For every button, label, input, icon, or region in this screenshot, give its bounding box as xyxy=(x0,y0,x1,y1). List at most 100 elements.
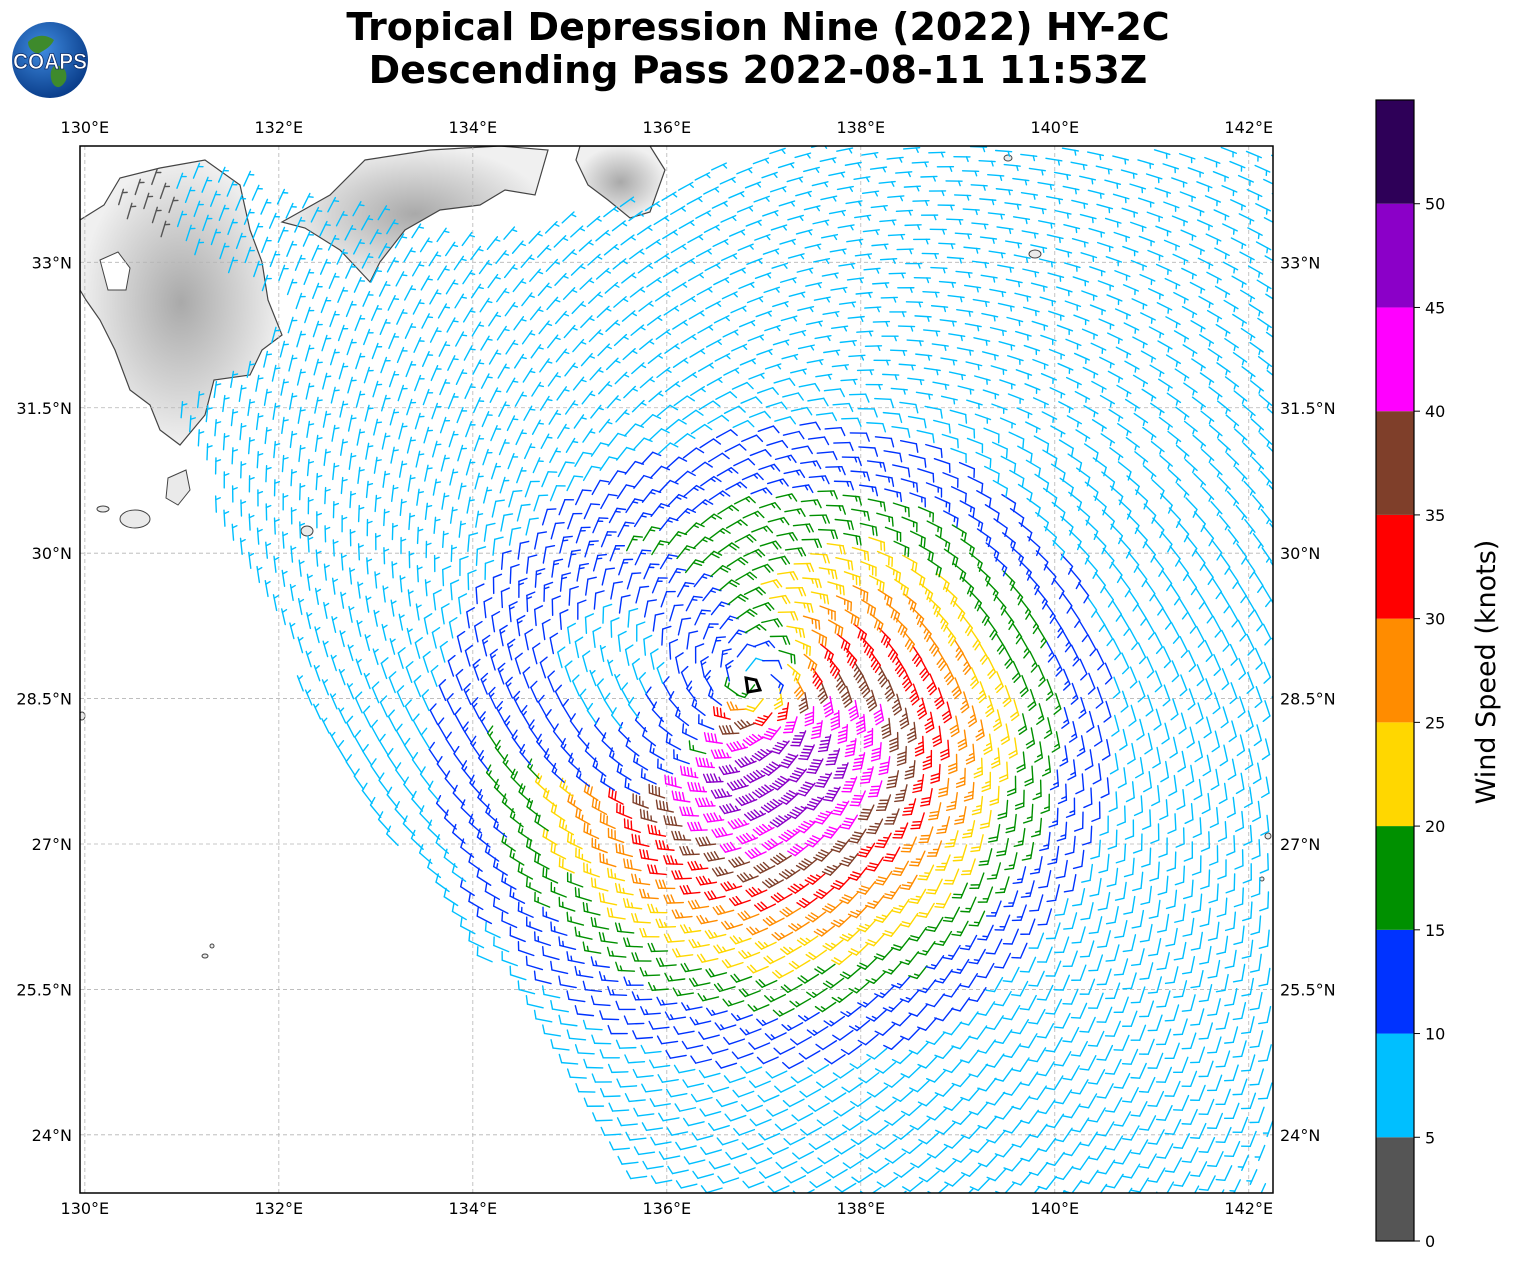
barb-half-feather xyxy=(391,600,397,605)
barb-staff xyxy=(256,565,261,584)
barb-staff xyxy=(398,422,404,440)
wind-barb xyxy=(467,569,477,591)
barb-feather xyxy=(534,773,540,783)
barb-feather xyxy=(471,697,479,705)
barb-staff xyxy=(687,1082,705,1088)
wind-barb xyxy=(314,434,323,453)
barb-staff xyxy=(314,396,319,414)
barb-half-feather xyxy=(367,256,374,259)
barb-feather xyxy=(525,955,528,966)
barb-feather xyxy=(533,1009,537,1020)
barb-staff xyxy=(637,1151,656,1156)
barb-feather xyxy=(672,948,678,958)
barb-staff xyxy=(458,597,462,615)
barb-staff xyxy=(356,428,361,446)
wind-barb xyxy=(623,976,644,986)
barb-half-feather xyxy=(529,764,534,771)
barb-staff xyxy=(431,631,437,649)
barb-staff xyxy=(337,746,347,762)
wind-barb xyxy=(600,772,616,791)
wind-barb xyxy=(210,228,221,246)
barb-half-feather xyxy=(504,760,509,766)
barb-staff xyxy=(554,690,564,707)
barb-staff xyxy=(252,222,260,239)
barb-feather xyxy=(650,1175,657,1184)
barb-staff xyxy=(379,701,388,718)
barb-half-feather xyxy=(564,785,568,792)
wind-barb xyxy=(226,180,238,197)
wind-barb xyxy=(599,1010,620,1021)
barb-half-feather xyxy=(299,447,306,450)
barb-feather xyxy=(665,1088,672,1098)
barb-staff xyxy=(712,1086,730,1093)
barb-feather xyxy=(655,957,661,967)
wind-barb xyxy=(462,721,473,744)
barb-half-feather xyxy=(426,240,433,243)
wind-barb xyxy=(505,676,514,699)
barb-feather xyxy=(641,1122,648,1132)
barb-staff xyxy=(484,930,501,939)
barb-half-feather xyxy=(240,425,247,428)
barb-staff xyxy=(585,1027,603,1031)
barb-staff xyxy=(394,808,407,822)
barb-staff xyxy=(525,885,542,894)
wind-barb xyxy=(347,644,354,662)
barb-half-feather xyxy=(358,544,364,549)
barb-feather xyxy=(444,770,451,780)
barb-feather xyxy=(497,662,506,670)
barb-staff xyxy=(511,736,523,751)
barb-staff xyxy=(568,1037,587,1041)
barb-feather xyxy=(546,508,557,511)
barb-feather xyxy=(562,698,570,707)
barb-staff xyxy=(348,605,353,623)
wind-barb xyxy=(263,388,273,406)
wind-barb xyxy=(799,1088,822,1098)
barb-staff xyxy=(399,498,403,517)
barb-feather xyxy=(716,1137,724,1146)
barb-feather xyxy=(590,877,594,888)
barb-staff xyxy=(679,1107,697,1112)
barb-staff xyxy=(223,509,226,527)
barb-feather xyxy=(639,927,644,938)
barb-staff xyxy=(720,1062,738,1069)
barb-staff xyxy=(668,1016,687,1021)
barb-feather xyxy=(594,917,597,928)
barb-half-feather xyxy=(595,960,598,967)
barb-staff xyxy=(619,1085,638,1088)
barb-feather xyxy=(834,1185,843,1193)
barb-feather xyxy=(633,535,644,538)
barb-staff xyxy=(617,930,635,934)
wind-barb xyxy=(373,609,380,627)
barb-staff xyxy=(611,1071,629,1074)
barb-staff xyxy=(560,745,573,759)
barb-half-feather xyxy=(479,794,484,801)
barb-staff xyxy=(510,776,524,790)
barb-feather xyxy=(594,878,597,889)
barb-staff xyxy=(645,1089,663,1093)
wind-barb xyxy=(632,1068,654,1078)
barb-staff xyxy=(476,836,491,848)
barb-staff xyxy=(339,630,345,648)
barb-staff xyxy=(841,1182,857,1193)
barb-half-feather xyxy=(443,495,450,498)
barb-feather xyxy=(450,579,460,585)
barb-staff xyxy=(601,1018,620,1021)
wind-barb xyxy=(256,565,263,584)
wind-barbs xyxy=(118,146,1273,1193)
barb-staff xyxy=(430,670,438,687)
barb-half-feather xyxy=(680,912,684,919)
barb-half-feather xyxy=(490,654,496,659)
barb-feather xyxy=(869,825,880,828)
barb-staff xyxy=(288,392,294,410)
barb-half-feather xyxy=(520,356,527,360)
barb-feather xyxy=(412,713,420,722)
wind-barb xyxy=(329,348,340,366)
barb-staff xyxy=(312,282,320,300)
barb-half-feather xyxy=(463,766,468,772)
barb-half-feather xyxy=(274,480,281,484)
barb-half-feather xyxy=(468,499,475,502)
barb-staff xyxy=(214,419,217,437)
barb-half-feather xyxy=(636,757,639,765)
barb-staff xyxy=(443,856,458,868)
barb-staff xyxy=(380,394,387,412)
